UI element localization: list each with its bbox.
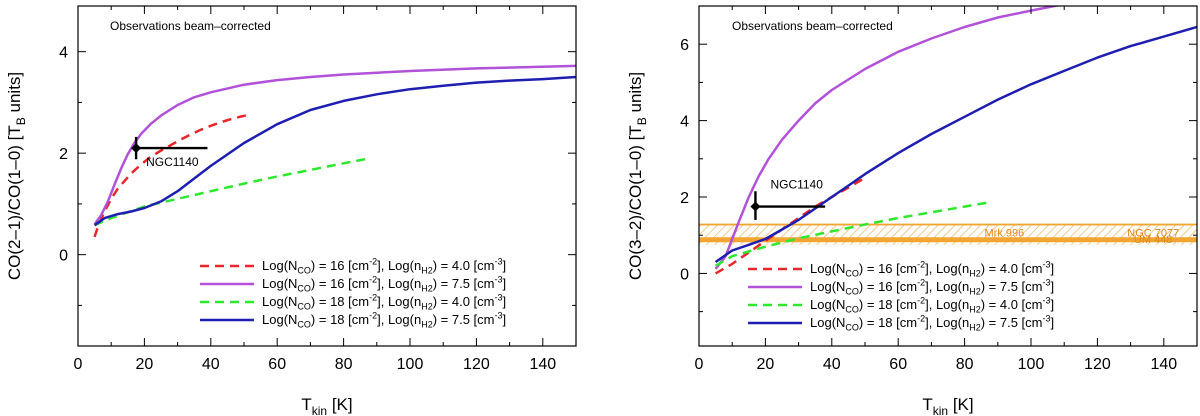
x-tick-label: 40 [202,356,220,373]
y-tick-label: 0 [59,248,68,265]
y-tick-label: 4 [680,114,689,131]
plot-area [93,64,576,238]
series-line-2 [714,6,1062,270]
x-tick-label: 0 [695,356,704,373]
band-label: Mrk 996 [985,228,1025,240]
legend-entry-4: Log(NCO​) = 18 [cm-2​], Log(nH2​) = 7.5 … [810,314,1054,333]
series-line-3 [714,200,992,267]
legend-entry-3: Log(NCO​) = 18 [cm-2​], Log(nH2​) = 4.0 … [262,293,506,312]
y-axis-title: CO(3–2)/CO(1–0) [TB​ units] [626,72,649,280]
plot-frame [77,5,577,347]
data-point-marker [131,143,142,154]
chart-panel-left: NGC1140 0 20 40 60 80 100 120 140 0 2 4 Tkin​ [K] CO(… [5,5,577,416]
legend-entry-1: Log(NCO​) = 16 [cm-2​], Log(nH2​) = 4.0 … [262,257,506,276]
x-tick-label: 0 [74,356,83,373]
legend-entry-4: Log(NCO​) = 18 [cm-2​], Log(nH2​) = 7.5 … [262,311,506,330]
y-tick-label: 4 [59,45,68,62]
plot-area [699,6,1197,275]
data-point-label: NGC1140 [770,178,823,192]
x-tick-label: 80 [335,356,353,373]
y-tick-label: 2 [59,146,68,163]
data-point-label: NGC1140 [146,155,199,169]
series-line-1 [93,113,248,238]
plot-frame [698,5,1198,347]
x-tick-label: 20 [136,356,154,373]
y-tick-label: 0 [680,266,689,283]
band-label: UM 448 [1134,234,1173,246]
x-tick-label: 20 [757,356,775,373]
legend-entry-2: Log(NCO​) = 16 [cm-2​], Log(nH2​) = 7.5 … [810,278,1054,297]
y-tick-label: 2 [680,190,689,207]
series-line-2 [93,64,576,225]
band-label: NGC 7077 [1127,228,1179,240]
x-tick-label: 60 [889,356,907,373]
x-tick-label: 60 [268,356,286,373]
series-line-4 [714,25,1197,264]
data-point-marker [750,201,761,212]
legend-entry-1: Log(NCO​) = 16 [cm-2​], Log(nH2​) = 4.0 … [810,260,1054,279]
x-axis-title: Tkin​ [K] [922,395,973,416]
legend-entry-3: Log(NCO​) = 18 [cm-2​], Log(nH2​) = 4.0 … [810,296,1054,315]
x-axis-title: Tkin​ [K] [301,395,352,416]
x-tick-label: 140 [1150,356,1177,373]
x-tick-label: 140 [529,356,556,373]
legend-entry-2: Log(NCO​) = 16 [cm-2​], Log(nH2​) = 7.5 … [262,275,506,294]
x-tick-label: 100 [397,356,424,373]
x-tick-label: 120 [1084,356,1111,373]
y-tick-label: 6 [680,37,689,54]
series-line-4 [93,75,576,227]
chart-annotation: Observations beam–corrected [110,19,271,33]
x-tick-label: 120 [463,356,490,373]
x-tick-label: 80 [956,356,974,373]
chart-annotation: Observations beam–corrected [732,19,893,33]
y-axis-title: CO(2–1)/CO(1–0) [TB​ units] [5,72,28,280]
x-tick-label: 40 [823,356,841,373]
x-tick-label: 100 [1018,356,1045,373]
